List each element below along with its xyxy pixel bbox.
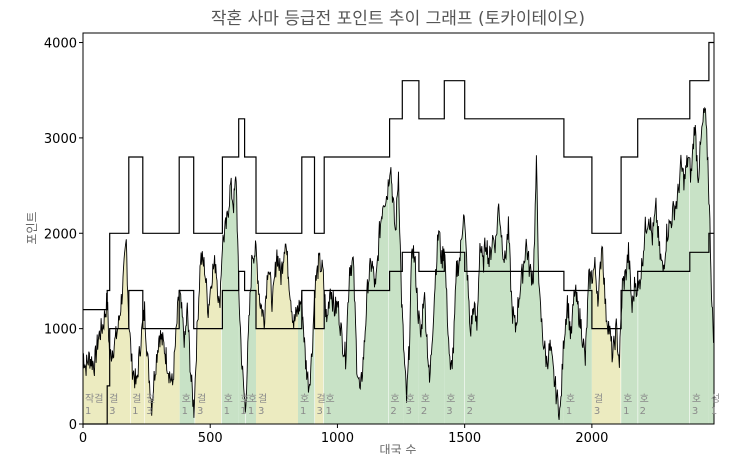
x-axis-ticks: 0 500 1000 1500 2000 [79, 424, 608, 446]
rank-level-2: 1 [132, 406, 138, 417]
rank-name-14: 호 [406, 393, 415, 405]
rank-name-9: 걸 [258, 392, 267, 405]
area-fill-21 [638, 154, 690, 424]
rank-level-20: 1 [623, 406, 629, 417]
y-tick-label-2: 2000 [44, 227, 77, 242]
segment-bg-7 [238, 33, 246, 424]
rank-level-21: 2 [640, 406, 646, 417]
rank-level-8: 1 [248, 406, 254, 417]
rank-name-12: 호 [325, 393, 334, 405]
segment-bg-11 [314, 33, 324, 424]
area-fill-17 [464, 155, 564, 425]
area-fill-9 [256, 244, 298, 424]
y-tick-label-1: 1000 [44, 323, 77, 338]
rank-name-3: 걸 [146, 392, 155, 405]
rank-level-13: 2 [390, 406, 396, 417]
rank-level-10: 1 [300, 406, 306, 417]
area-fill-6 [221, 176, 239, 424]
area-fill-20 [621, 242, 638, 424]
points-area-fill [83, 108, 714, 425]
rank-name-0: 작걸 [85, 392, 103, 405]
rank-name-21: 호 [640, 393, 649, 405]
rank-name-17: 호 [467, 393, 476, 405]
rank-name-6: 호 [224, 393, 233, 405]
area-fill-22 [689, 108, 709, 424]
rank-level-19: 3 [594, 406, 600, 417]
rank-name-13: 호 [390, 393, 399, 405]
x-tick-label-0: 0 [79, 431, 87, 446]
rank-level-22: 3 [692, 406, 698, 417]
rank-level-23: 1 [711, 406, 717, 417]
area-fill-13 [388, 167, 404, 424]
area-fill-4 [179, 290, 195, 424]
rank-name-18: 호 [566, 393, 575, 405]
rank-level-3: 3 [146, 406, 152, 417]
rank-level-15: 2 [421, 406, 427, 417]
rank-name-4: 호 [182, 393, 191, 405]
area-fill-3 [144, 290, 180, 424]
rank-name-19: 걸 [594, 392, 603, 405]
rank-name-23: 성 [711, 393, 720, 405]
rank-name-10: 호 [300, 393, 309, 405]
rank-level-9: 3 [258, 406, 264, 417]
area-fill-12 [323, 179, 389, 424]
rank-level-12: 1 [325, 406, 331, 417]
points-series [82, 106, 715, 420]
rank-name-22: 호 [692, 393, 701, 405]
area-fill-7 [238, 256, 246, 424]
rank-name-5: 걸 [197, 392, 206, 405]
segment-bg-8 [245, 33, 257, 424]
y-axis-label: 포인트 [25, 211, 39, 244]
points-line [82, 106, 715, 420]
rank-threshold-lines [83, 41, 714, 425]
rank-name-11: 걸 [317, 392, 326, 405]
rank-name-7: 호 [240, 393, 249, 405]
x-axis-label: 대국 수 [380, 443, 417, 454]
rank-level-18: 1 [566, 406, 572, 417]
rank-labels: 작걸1걸3걸1걸3호1걸3호1호1호1걸3호1걸3호1호2호3호2호3호2호1걸… [85, 392, 720, 417]
rank-level-5: 3 [197, 406, 203, 417]
x-tick-label-1: 500 [198, 431, 223, 446]
rank-level-16: 3 [446, 406, 452, 417]
segment-bg-23 [708, 33, 714, 424]
area-fill-5 [195, 251, 222, 424]
segment-bg-2 [130, 33, 145, 424]
area-fill-15 [418, 230, 445, 424]
x-tick-label-4: 2000 [575, 431, 608, 446]
area-fill-8 [245, 240, 257, 424]
rank-name-16: 호 [446, 393, 455, 405]
rank-level-0: 1 [85, 406, 91, 417]
rank-name-1: 걸 [109, 392, 118, 405]
x-tick-label-2: 1000 [321, 431, 354, 446]
rank-level-4: 1 [182, 406, 188, 417]
promotion-threshold-line [83, 41, 714, 311]
rank-level-11: 3 [317, 406, 323, 417]
x-tick-label-3: 1500 [448, 431, 481, 446]
area-fill-18 [563, 268, 592, 424]
rank-level-7: 1 [240, 406, 246, 417]
y-tick-label-0: 0 [69, 418, 77, 433]
plot-frame [82, 32, 715, 425]
rank-level-1: 3 [109, 406, 115, 417]
area-fill-11 [315, 252, 324, 424]
rank-name-20: 호 [623, 393, 632, 405]
rank-name-8: 호 [248, 393, 257, 405]
rank-name-15: 호 [421, 393, 430, 405]
rank-name-2: 걸 [132, 392, 141, 405]
y-tick-label-4: 4000 [44, 37, 77, 52]
chart-title: 작혼 사마 등급전 포인트 추이 그래프 (토카이테이오) [211, 9, 585, 29]
area-fill-2 [130, 309, 144, 424]
y-axis-ticks: 0 1000 2000 3000 4000 [44, 37, 83, 433]
start-point-line [83, 232, 714, 425]
area-fill-1 [107, 239, 131, 424]
rank-level-17: 2 [467, 406, 473, 417]
rank-level-14: 3 [406, 406, 412, 417]
rank-level-6: 1 [224, 406, 230, 417]
y-tick-label-3: 3000 [44, 132, 77, 147]
